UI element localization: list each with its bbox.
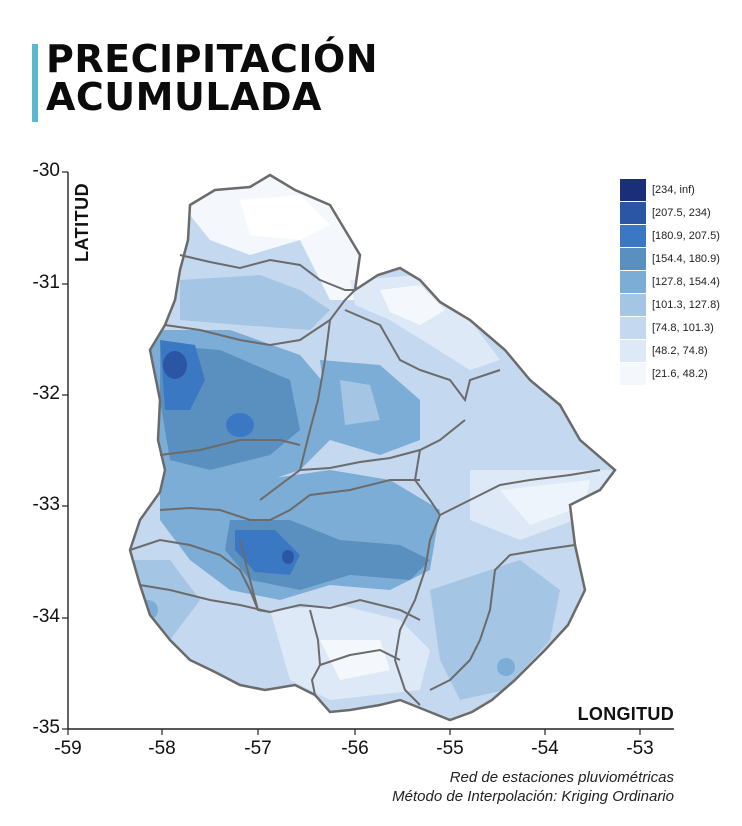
- y-tick-label: -31: [32, 272, 60, 293]
- x-axis-title: LONGITUD: [577, 704, 674, 724]
- legend-swatch: [620, 362, 646, 385]
- x-tick-label: -56: [341, 738, 369, 759]
- legend-swatch: [620, 224, 646, 247]
- title-line-1: PRECIPITACIÓN: [46, 37, 379, 81]
- y-tick-label: -32: [32, 383, 60, 404]
- legend-label: [101.3, 127.8): [652, 298, 720, 311]
- title-line-2: ACUMULADA: [46, 75, 322, 119]
- legend-label: [48.2, 74.8): [652, 344, 708, 357]
- title-accent-bar: [32, 44, 38, 122]
- y-tick-marks: [62, 171, 68, 730]
- legend-swatch: [620, 293, 646, 316]
- legend-label: [207.5, 234): [652, 206, 711, 219]
- legend-label: [180.9, 207.5): [652, 229, 720, 242]
- legend-item: [127.8, 154.4): [620, 270, 720, 293]
- x-tick-marks: [67, 729, 641, 735]
- x-tick-label: -58: [148, 738, 176, 759]
- legend: [234, inf) [207.5, 234) [180.9, 207.5) [154…: [620, 178, 720, 385]
- credits-line-1: Red de estaciones pluviométricas: [449, 769, 674, 786]
- legend-item: [21.6, 48.2): [620, 362, 720, 385]
- legend-label: [127.8, 154.4): [652, 275, 720, 288]
- x-tick-label: -55: [436, 738, 464, 759]
- legend-swatch: [620, 247, 646, 270]
- legend-label: [234, inf): [652, 183, 695, 196]
- legend-label: [74.8, 101.3): [652, 321, 714, 334]
- y-tick-label: -30: [32, 160, 60, 181]
- x-tick-label: -57: [244, 738, 272, 759]
- legend-item: [154.4, 180.9): [620, 247, 720, 270]
- legend-item: [234, inf): [620, 178, 720, 201]
- legend-label: [154.4, 180.9): [652, 252, 720, 265]
- department-borders: [129, 254, 601, 706]
- legend-item: [207.5, 234): [620, 201, 720, 224]
- credits-line-2: Método de Interpolación: Kriging Ordinar…: [392, 788, 674, 805]
- legend-label: [21.6, 48.2): [652, 367, 708, 380]
- legend-swatch: [620, 178, 646, 201]
- y-tick-label: -33: [32, 494, 60, 515]
- legend-swatch: [620, 339, 646, 362]
- legend-item: [101.3, 127.8): [620, 293, 720, 316]
- legend-swatch: [620, 316, 646, 339]
- map-title: PRECIPITACIÓN ACUMULADA: [46, 40, 378, 116]
- x-tick-label: -53: [626, 738, 654, 759]
- y-tick-label: -35: [32, 717, 60, 738]
- y-tick-label: -34: [32, 606, 60, 627]
- credits: Red de estaciones pluviométricas Método …: [392, 768, 674, 806]
- legend-item: [74.8, 101.3): [620, 316, 720, 339]
- y-axis-title: LATITUD: [72, 182, 92, 262]
- legend-item: [180.9, 207.5): [620, 224, 720, 247]
- legend-swatch: [620, 270, 646, 293]
- x-tick-label: -54: [531, 738, 559, 759]
- legend-swatch: [620, 201, 646, 224]
- legend-item: [48.2, 74.8): [620, 339, 720, 362]
- x-tick-label: -59: [54, 738, 82, 759]
